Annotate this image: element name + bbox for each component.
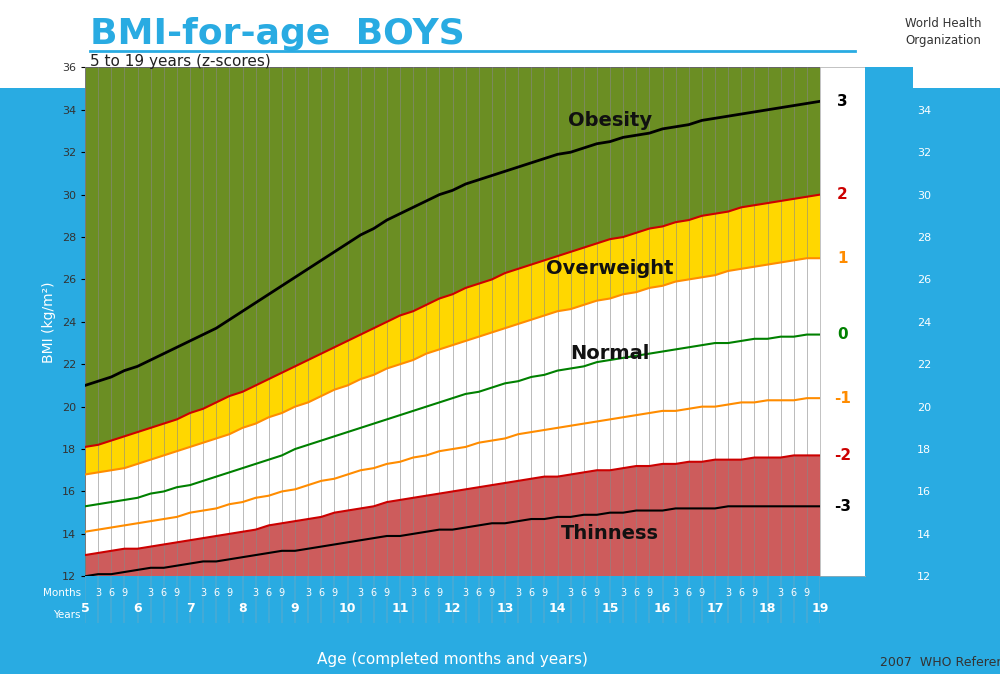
Text: 6: 6 bbox=[423, 588, 429, 598]
Text: 9: 9 bbox=[226, 588, 232, 598]
Text: 1: 1 bbox=[837, 251, 848, 266]
Text: 0: 0 bbox=[837, 327, 848, 342]
Text: 9: 9 bbox=[804, 588, 810, 598]
Text: 5: 5 bbox=[81, 602, 89, 615]
Text: 15: 15 bbox=[601, 602, 619, 615]
Text: 9: 9 bbox=[594, 588, 600, 598]
Text: -3: -3 bbox=[834, 499, 851, 514]
Text: 3: 3 bbox=[358, 588, 364, 598]
Text: 6: 6 bbox=[318, 588, 324, 598]
Text: 6: 6 bbox=[528, 588, 534, 598]
Text: 18: 18 bbox=[759, 602, 776, 615]
Text: 3: 3 bbox=[305, 588, 311, 598]
Text: 9: 9 bbox=[174, 588, 180, 598]
Text: 3: 3 bbox=[837, 94, 848, 109]
Text: 6: 6 bbox=[266, 588, 272, 598]
Text: 6: 6 bbox=[686, 588, 692, 598]
Text: 3: 3 bbox=[148, 588, 154, 598]
Text: 9: 9 bbox=[121, 588, 127, 598]
Text: 19: 19 bbox=[811, 602, 829, 615]
Text: 5 to 19 years (z-scores): 5 to 19 years (z-scores) bbox=[90, 54, 271, 69]
Text: 17: 17 bbox=[706, 602, 724, 615]
Text: Years: Years bbox=[53, 610, 81, 620]
Text: 6: 6 bbox=[476, 588, 482, 598]
Text: 7: 7 bbox=[186, 602, 194, 615]
Text: 6: 6 bbox=[108, 588, 114, 598]
Text: 3: 3 bbox=[725, 588, 731, 598]
Text: Age (completed months and years): Age (completed months and years) bbox=[317, 652, 588, 667]
Text: 6: 6 bbox=[633, 588, 639, 598]
Text: 9: 9 bbox=[291, 602, 299, 615]
Text: Normal: Normal bbox=[570, 344, 650, 363]
Text: -1: -1 bbox=[834, 391, 851, 406]
Text: 9: 9 bbox=[331, 588, 337, 598]
Text: 3: 3 bbox=[253, 588, 259, 598]
Text: 10: 10 bbox=[339, 602, 356, 615]
Text: Overweight: Overweight bbox=[546, 259, 674, 278]
Text: 6: 6 bbox=[738, 588, 744, 598]
Text: BMI-for-age  BOYS: BMI-for-age BOYS bbox=[90, 17, 465, 51]
Text: World Health
Organization: World Health Organization bbox=[905, 17, 982, 47]
Text: 9: 9 bbox=[541, 588, 547, 598]
Text: 2007  WHO Reference: 2007 WHO Reference bbox=[880, 656, 1000, 669]
Text: 9: 9 bbox=[751, 588, 757, 598]
Text: 14: 14 bbox=[549, 602, 566, 615]
Text: 3: 3 bbox=[515, 588, 521, 598]
Text: 9: 9 bbox=[384, 588, 390, 598]
Text: 6: 6 bbox=[791, 588, 797, 598]
Text: 16: 16 bbox=[654, 602, 671, 615]
Text: 8: 8 bbox=[238, 602, 247, 615]
Text: -2: -2 bbox=[834, 448, 851, 463]
Text: 6: 6 bbox=[133, 602, 142, 615]
Text: 9: 9 bbox=[436, 588, 442, 598]
Text: 3: 3 bbox=[568, 588, 574, 598]
Text: 13: 13 bbox=[496, 602, 514, 615]
Text: 3: 3 bbox=[200, 588, 206, 598]
Text: 9: 9 bbox=[489, 588, 495, 598]
Text: 3: 3 bbox=[463, 588, 469, 598]
Text: 9: 9 bbox=[279, 588, 285, 598]
Text: 6: 6 bbox=[581, 588, 587, 598]
Text: 3: 3 bbox=[673, 588, 679, 598]
Text: Thinness: Thinness bbox=[561, 524, 659, 543]
Text: 11: 11 bbox=[391, 602, 409, 615]
Text: 12: 12 bbox=[444, 602, 461, 615]
Y-axis label: BMI (kg/m²): BMI (kg/m²) bbox=[42, 281, 56, 363]
Text: 2: 2 bbox=[837, 187, 848, 202]
Text: 6: 6 bbox=[371, 588, 377, 598]
Text: Months: Months bbox=[43, 588, 81, 598]
Text: 6: 6 bbox=[213, 588, 219, 598]
Text: 6: 6 bbox=[161, 588, 167, 598]
Text: 3: 3 bbox=[778, 588, 784, 598]
Text: 9: 9 bbox=[699, 588, 705, 598]
Text: 3: 3 bbox=[620, 588, 626, 598]
Text: 3: 3 bbox=[95, 588, 101, 598]
Text: 9: 9 bbox=[646, 588, 652, 598]
Text: 3: 3 bbox=[410, 588, 416, 598]
Text: Obesity: Obesity bbox=[568, 111, 652, 130]
